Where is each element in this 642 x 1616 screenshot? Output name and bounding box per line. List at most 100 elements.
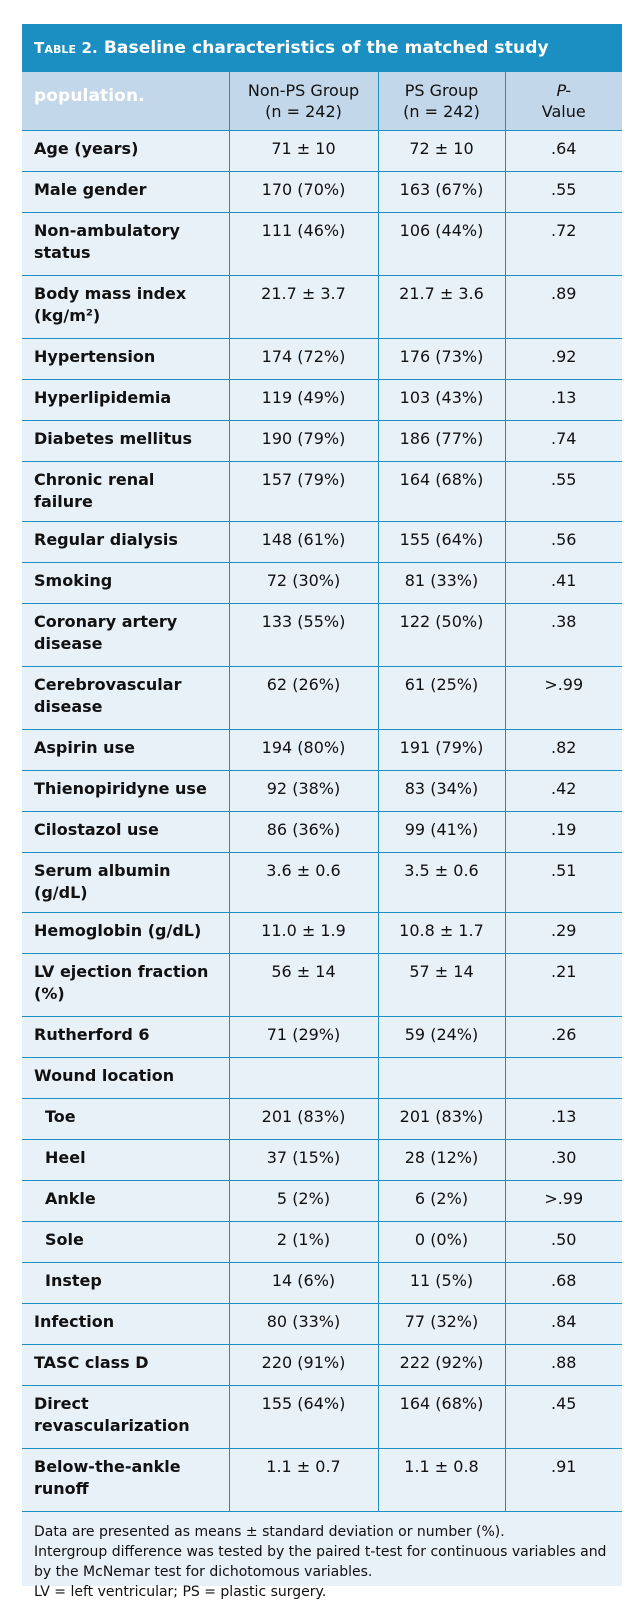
table-row: TASC class D 220 (91%) 222 (92%) .88 (22, 1344, 622, 1386)
non-ps-value: 71 ± 10 (229, 130, 379, 172)
p-value: .82 (505, 729, 622, 771)
non-ps-value: 133 (55%) (229, 603, 379, 667)
table-card: Table 2. Baseline characteristics of the… (22, 24, 622, 1600)
p-value: .72 (505, 212, 622, 276)
p-value: .26 (505, 1016, 622, 1058)
row-label: Rutherford 6 (22, 1016, 230, 1058)
table-row: Smoking 72 (30%) 81 (33%) .41 (22, 562, 622, 604)
non-ps-value: 201 (83%) (229, 1098, 379, 1140)
table-title: Table 2. Baseline characteristics of the… (22, 24, 622, 106)
p-value: >.99 (505, 666, 622, 730)
row-label: Wound location (22, 1057, 230, 1099)
p-value: .91 (505, 1448, 622, 1512)
non-ps-value: 5 (2%) (229, 1180, 379, 1222)
ps-value: 1.1 ± 0.8 (378, 1448, 506, 1512)
footnote-3: LV = left ventricular; PS = plastic surg… (34, 1584, 327, 1600)
baseline-table: Non-PS Group (n = 242) PS Group (n = 242) … (22, 72, 622, 1512)
p-value: .64 (505, 130, 622, 172)
table-row: Non-ambulatory status 111 (46%) 106 (44%).… (22, 212, 622, 276)
p-value: .55 (505, 171, 622, 213)
ps-value: 191 (79%) (378, 729, 506, 771)
ps-value: 103 (43%) (378, 379, 506, 421)
non-ps-value: 2 (1%) (229, 1221, 379, 1263)
row-label: Cerebrovascular disease (22, 666, 230, 730)
table-body: Age (years) 71 ± 10 72 ± 10.64 Male gender 1… (22, 130, 622, 1512)
table-row: Instep 14 (6%) 11 (5%) .68 (22, 1262, 622, 1304)
row-label: Sole (22, 1221, 230, 1263)
p-value: .92 (505, 338, 622, 380)
row-label: Diabetes mellitus (22, 420, 230, 462)
table-row: LV ejection fraction (%) 56 ± 14 57 ± 14.2… (22, 953, 622, 1017)
p-value: .38 (505, 603, 622, 667)
p-value: .42 (505, 770, 622, 812)
p-value: .88 (505, 1344, 622, 1386)
header-p-line1: P- (556, 81, 572, 100)
non-ps-value: 80 (33%) (229, 1303, 379, 1345)
footnote-1: Data are presented as means ± standard d… (34, 1524, 505, 1540)
ps-value: 3.5 ± 0.6 (378, 852, 506, 913)
header-non-ps-group: Non-PS Group (n = 242) (229, 72, 379, 131)
non-ps-value: 3.6 ± 0.6 (229, 852, 379, 913)
ps-value: 57 ± 14 (378, 953, 506, 1017)
ps-value: 28 (12%) (378, 1139, 506, 1181)
non-ps-value: 190 (79%) (229, 420, 379, 462)
row-label: Below-the-ankle runoff (22, 1448, 230, 1512)
row-label: Regular dialysis (22, 521, 230, 563)
table-title-text: Baseline characteristics of the matched … (34, 38, 549, 106)
ps-value: 21.7 ± 3.6 (378, 275, 506, 339)
p-value: .41 (505, 562, 622, 604)
row-label: Instep (22, 1262, 230, 1304)
table-footnotes: Data are presented as means ± standard d… (22, 1512, 622, 1602)
table-row: Cerebrovascular disease 62 (26%) 61 (25%) >… (22, 666, 622, 730)
p-value: .45 (505, 1385, 622, 1449)
ps-value: 164 (68%) (378, 461, 506, 522)
non-ps-value: 21.7 ± 3.7 (229, 275, 379, 339)
table-row: Body mass index (kg/m²) 21.7 ± 3.7 21.7 ± … (22, 275, 622, 339)
header-ps-line1: PS Group (404, 81, 479, 100)
p-value: .56 (505, 521, 622, 563)
row-label: TASC class D (22, 1344, 230, 1386)
non-ps-value (229, 1057, 379, 1099)
row-label: Cilostazol use (22, 811, 230, 853)
non-ps-value: 155 (64%) (229, 1385, 379, 1449)
non-ps-value: 174 (72%) (229, 338, 379, 380)
non-ps-value: 62 (26%) (229, 666, 379, 730)
header-p-line2: Value (541, 102, 586, 121)
ps-value: 99 (41%) (378, 811, 506, 853)
ps-value: 186 (77%) (378, 420, 506, 462)
p-value: .29 (505, 912, 622, 954)
row-label: Toe (22, 1098, 230, 1140)
ps-value (378, 1057, 506, 1099)
row-label: Direct revascularization (22, 1385, 230, 1449)
row-label: Aspirin use (22, 729, 230, 771)
p-value: .74 (505, 420, 622, 462)
ps-value: 83 (34%) (378, 770, 506, 812)
table-row: Ankle 5 (2%) 6 (2%) >.99 (22, 1180, 622, 1222)
table-row: Infection 80 (33%) 77 (32%) .84 (22, 1303, 622, 1345)
non-ps-value: 14 (6%) (229, 1262, 379, 1304)
table-row: Hyperlipidemia 119 (49%) 103 (43%) .13 (22, 379, 622, 421)
p-value: .19 (505, 811, 622, 853)
ps-value: 155 (64%) (378, 521, 506, 563)
non-ps-value: 194 (80%) (229, 729, 379, 771)
table-row: Aspirin use 194 (80%) 191 (79%) .82 (22, 729, 622, 771)
ps-value: 59 (24%) (378, 1016, 506, 1058)
table-title-prefix: Table 2. (34, 39, 98, 57)
row-label: LV ejection fraction (%) (22, 953, 230, 1017)
ps-value: 11 (5%) (378, 1262, 506, 1304)
table-header-row: Non-PS Group (n = 242) PS Group (n = 242) … (22, 72, 622, 131)
row-label: Heel (22, 1139, 230, 1181)
table-row: Toe 201 (83%) 201 (83%) .13 (22, 1098, 622, 1140)
table-row: Age (years) 71 ± 10 72 ± 10.64 (22, 130, 622, 172)
ps-value: 163 (67%) (378, 171, 506, 213)
non-ps-value: 170 (70%) (229, 171, 379, 213)
ps-value: 81 (33%) (378, 562, 506, 604)
non-ps-value: 1.1 ± 0.7 (229, 1448, 379, 1512)
row-label: Hemoglobin (g/dL) (22, 912, 230, 954)
p-value (505, 1057, 622, 1099)
row-label: Male gender (22, 171, 230, 213)
non-ps-value: 148 (61%) (229, 521, 379, 563)
table-row: Rutherford 6 71 (29%) 59 (24%) .26 (22, 1016, 622, 1058)
ps-value: 201 (83%) (378, 1098, 506, 1140)
header-non-ps-line2: (n = 242) (265, 102, 342, 121)
